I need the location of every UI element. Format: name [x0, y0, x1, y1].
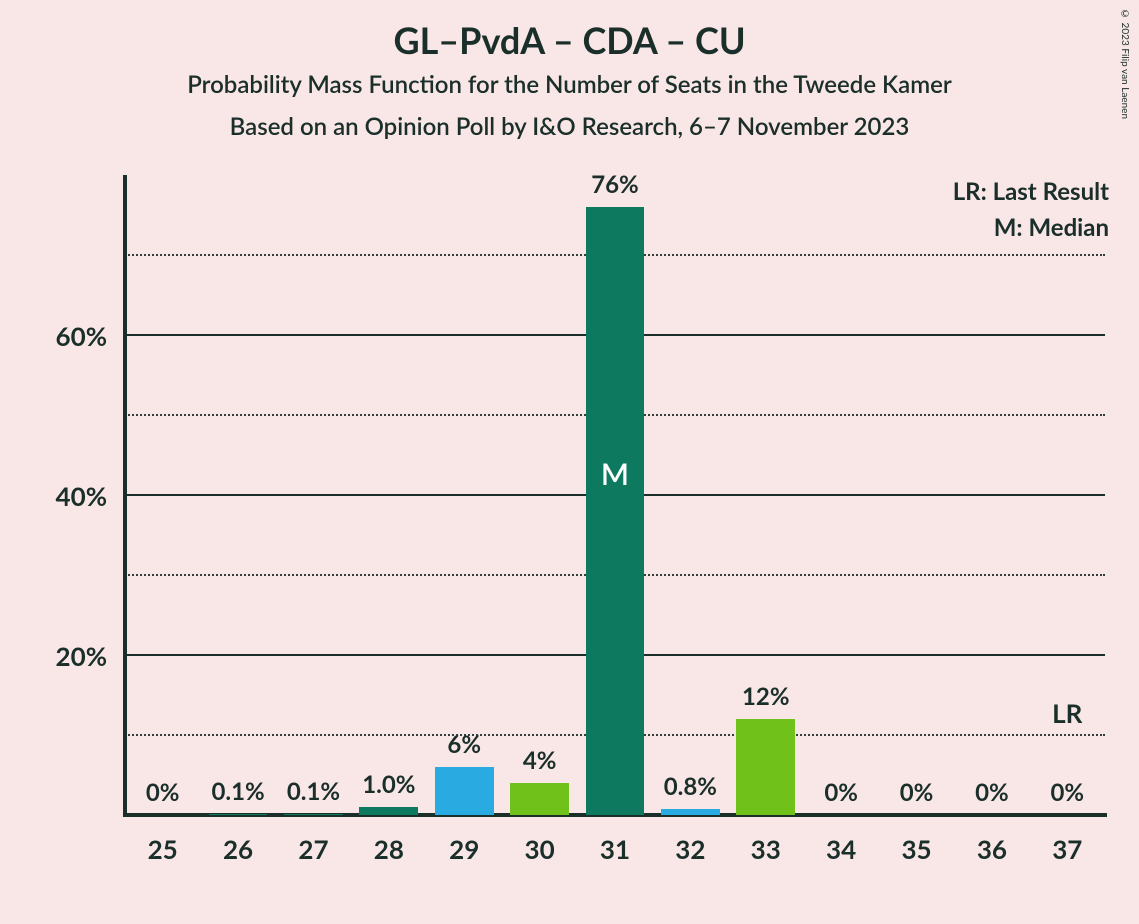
bar-value-label: 1.0% [351, 770, 426, 799]
x-tick-label: 33 [728, 833, 803, 865]
bar-value-label: 12% [728, 682, 803, 711]
x-tick-label: 29 [427, 833, 502, 865]
bar-value-label: 0% [954, 778, 1029, 807]
bar-value-label: 0% [879, 778, 954, 807]
x-tick-label: 36 [954, 833, 1029, 865]
y-tick-label: 40% [0, 480, 107, 512]
x-tick-label: 28 [351, 833, 426, 865]
bar [661, 809, 720, 815]
bar-value-label: 0% [803, 778, 878, 807]
bar [209, 814, 268, 815]
bar-value-label: 6% [427, 730, 502, 759]
bar [736, 719, 795, 815]
x-tick-label: 32 [653, 833, 728, 865]
x-tick-label: 25 [125, 833, 200, 865]
bar [359, 807, 418, 815]
y-tick-label: 20% [0, 640, 107, 672]
copyright-text: © 2023 Filip van Laenen [1119, 8, 1131, 119]
legend-m: M: Median [994, 213, 1109, 242]
chart-title: GL–PvdA – CDA – CU [0, 18, 1139, 62]
lr-mark: LR [1030, 697, 1105, 729]
x-tick-label: 31 [577, 833, 652, 865]
chart-container: GL–PvdA – CDA – CU Probability Mass Funct… [0, 0, 1139, 924]
legend-lr: LR: Last Result [953, 177, 1109, 206]
y-axis [123, 175, 127, 817]
x-tick-label: 35 [879, 833, 954, 865]
x-tick-label: 27 [276, 833, 351, 865]
bar-value-label: 0.8% [653, 772, 728, 801]
x-tick-label: 37 [1030, 833, 1105, 865]
x-tick-label: 26 [200, 833, 275, 865]
bar-value-label: 0.1% [276, 777, 351, 806]
x-tick-label: 34 [803, 833, 878, 865]
x-tick-label: 30 [502, 833, 577, 865]
y-tick-label: 60% [0, 320, 107, 352]
plot-area: 0%0.1%0.1%1.0%6%4%M76%0.8%12%0%0%0%0%LR [125, 175, 1105, 815]
bar-value-label: 4% [502, 746, 577, 775]
bar-value-label: 76% [577, 170, 652, 199]
bar: M [586, 207, 645, 815]
chart-subtitle-1: Probability Mass Function for the Number… [0, 70, 1139, 99]
bar-value-label: 0% [125, 778, 200, 807]
bar-value-label: 0% [1030, 778, 1105, 807]
bar-value-label: 0.1% [200, 777, 275, 806]
median-mark: M [586, 456, 645, 492]
bar [510, 783, 569, 815]
chart-subtitle-2: Based on an Opinion Poll by I&O Research… [0, 112, 1139, 141]
bar [435, 767, 494, 815]
bar [284, 814, 343, 815]
